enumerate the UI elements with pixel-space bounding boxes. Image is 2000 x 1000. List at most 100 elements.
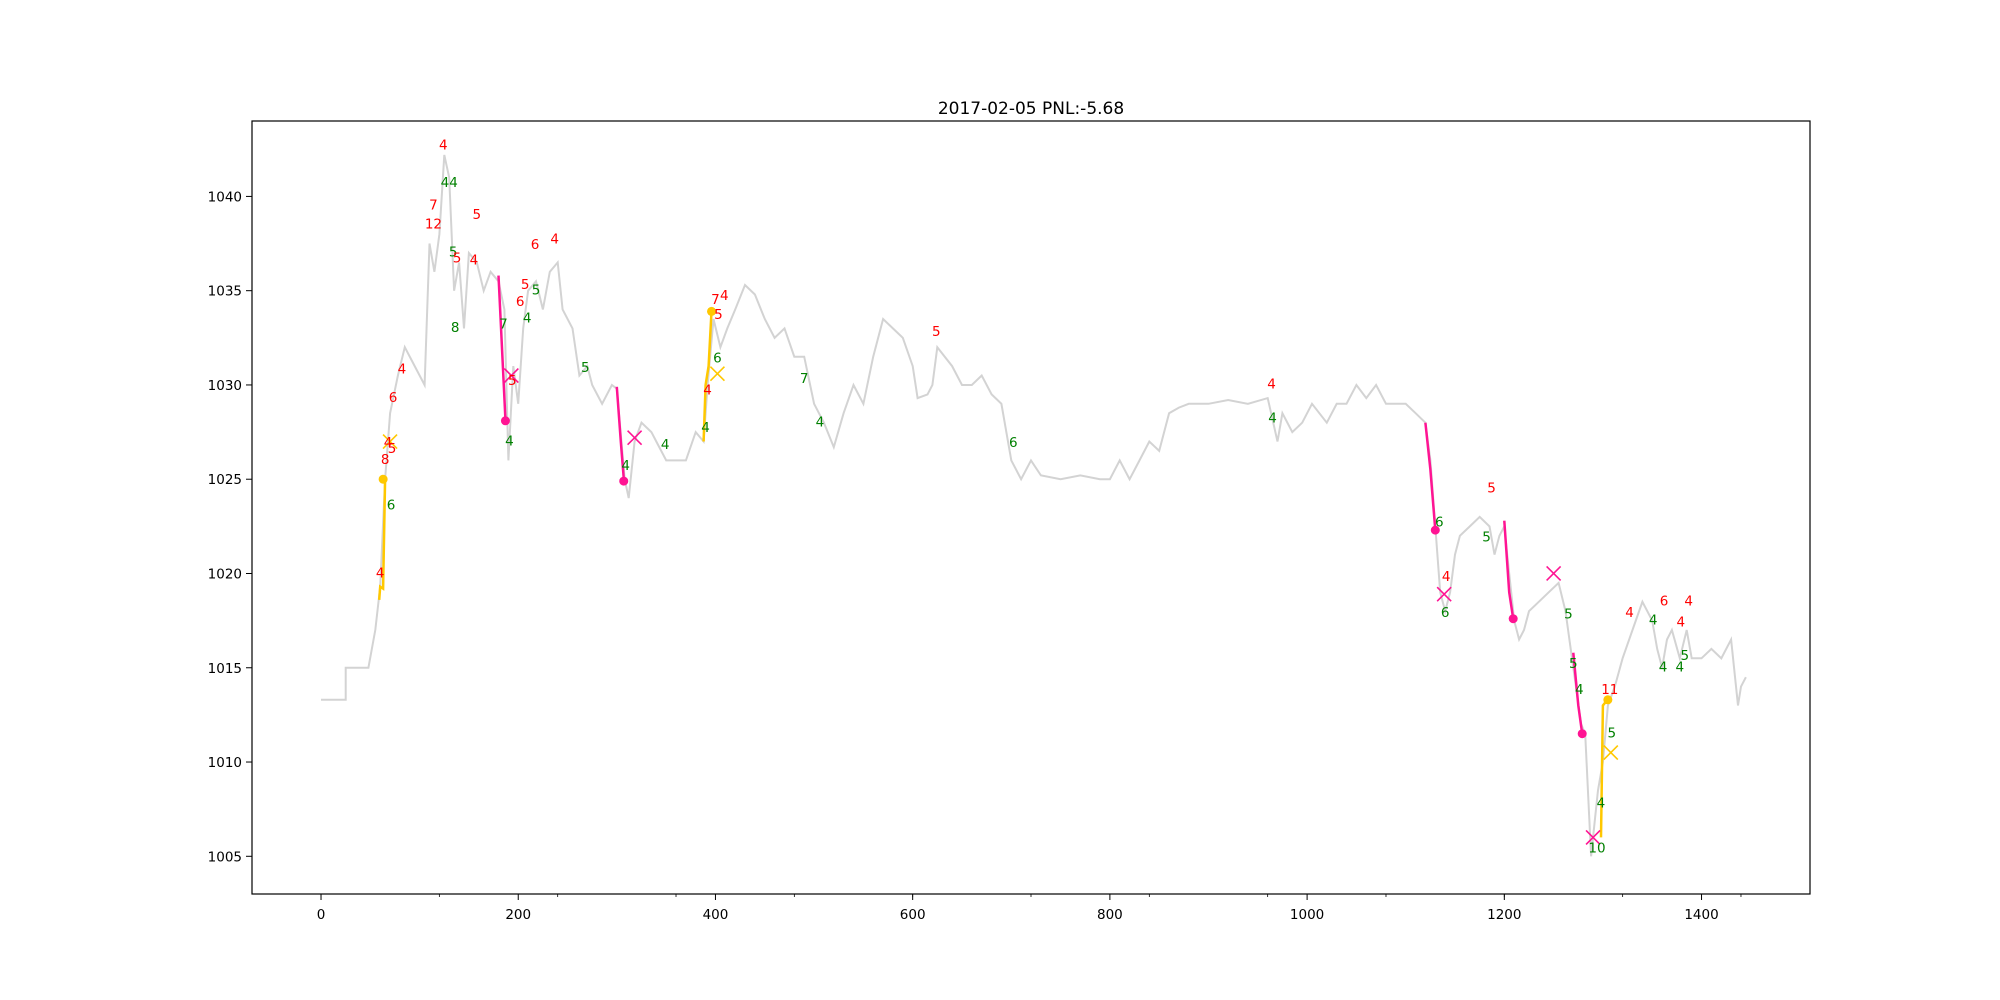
trade-count-label: 7 xyxy=(711,292,720,308)
entry-marker-1 xyxy=(707,306,717,316)
trade-count-label: 7 xyxy=(499,316,508,332)
trade-count-label: 4 xyxy=(1575,682,1584,698)
y-tick-label: 1020 xyxy=(208,566,242,582)
chart-title: 2017-02-05 PNL:-5.68 xyxy=(938,99,1124,119)
x-tick-label: 1200 xyxy=(1487,907,1521,923)
trade-count-label: 8 xyxy=(451,320,460,336)
y-tick-label: 1010 xyxy=(208,755,242,771)
exit-marker-3 xyxy=(503,367,519,384)
trade-count-label: 5 xyxy=(449,245,458,261)
trade-count-label: 5 xyxy=(1487,480,1496,496)
trade-count-label: 4 xyxy=(661,437,670,453)
x-tick-label: 600 xyxy=(900,907,926,923)
y-tick-label: 1015 xyxy=(208,661,242,677)
trade-count-label: 4 xyxy=(505,433,514,449)
entry-marker-2 xyxy=(1603,695,1613,705)
trade-count-label: 44 xyxy=(441,175,458,191)
trade-count-label: 4 xyxy=(523,311,532,327)
exit-marker-2 xyxy=(1603,745,1619,761)
trade-line-7 xyxy=(1503,520,1515,619)
trade-count-label: 5 xyxy=(1564,607,1573,623)
trade-count-label: 4 xyxy=(1597,795,1606,811)
trade-count-label: 6 xyxy=(1009,435,1018,451)
trade-count-label: 10 xyxy=(1588,841,1605,857)
trade-line-8 xyxy=(1572,652,1584,734)
trade-count-label: 5 xyxy=(508,373,517,389)
entry-marker-6 xyxy=(1508,614,1518,624)
trade-count-label: 6 xyxy=(389,390,398,406)
trade-count-label: 4 xyxy=(816,414,825,430)
exit-marker-6 xyxy=(1546,565,1562,582)
exit-marker-5 xyxy=(1436,586,1452,602)
y-tick-label: 1025 xyxy=(208,472,242,488)
trade-count-label: 4 xyxy=(621,458,630,474)
trade-count-label: 4 xyxy=(1442,569,1451,585)
trade-count-label: 5 xyxy=(932,324,941,340)
trade-count-label: 5 xyxy=(1569,656,1578,672)
trade-count-label: 4 xyxy=(720,288,729,304)
entry-marker-4 xyxy=(619,476,629,486)
trade-count-label: 11 xyxy=(1601,682,1618,698)
entry-marker-7 xyxy=(1577,729,1587,739)
trade-count-label: 5 xyxy=(1482,529,1491,545)
x-tick-label: 0 xyxy=(317,907,326,923)
trade-count-label: 4 xyxy=(1676,660,1685,676)
trade-count-label: 6 xyxy=(713,350,722,366)
trade-count-label: 4 xyxy=(439,137,448,153)
trade-count-label: 4 xyxy=(376,565,385,581)
exit-marker-0 xyxy=(382,433,398,450)
trade-count-label: 6 xyxy=(516,294,525,310)
trade-count-label: 7 xyxy=(800,371,809,387)
exit-marker-4 xyxy=(627,430,643,446)
entry-marker-5 xyxy=(1430,525,1440,535)
trade-count-label: 4 xyxy=(703,382,712,398)
trade-line-2 xyxy=(702,311,713,442)
trade-count-label: 8 xyxy=(381,452,390,468)
entry-marker-3 xyxy=(500,416,510,426)
trade-count-label: 4 xyxy=(384,435,393,451)
x-tick-label: 1400 xyxy=(1684,907,1718,923)
y-tick-label: 1005 xyxy=(208,849,242,865)
trade-count-label: 5 xyxy=(532,282,541,298)
exit-marker-7 xyxy=(1585,829,1601,846)
price-line xyxy=(321,154,1747,857)
trade-count-label: 5 xyxy=(581,360,590,376)
trade-count-label: 6 xyxy=(1435,514,1444,530)
trade-count-label: 4 xyxy=(1625,605,1634,621)
trade-count-label: 4 xyxy=(701,420,710,436)
trade-count-label: 6 xyxy=(531,237,540,253)
trade-count-label: 5 xyxy=(521,277,530,293)
x-tick-label: 400 xyxy=(703,907,729,923)
axes: 0 200 400 600 800 1000 1200 1400 1005 1010 1015 102… xyxy=(208,120,1811,923)
trade-count-label: 5 xyxy=(714,307,723,323)
trade-count-label: 5 xyxy=(473,207,482,223)
entry-marker-0 xyxy=(378,474,388,484)
trade-count-label: 5 xyxy=(1608,726,1617,742)
trade-line-5 xyxy=(615,386,626,480)
trade-count-label: 5 xyxy=(388,441,397,457)
trade-count-label: 4 xyxy=(1684,594,1693,610)
trade-line-6 xyxy=(1424,422,1437,531)
y-tick-label: 1035 xyxy=(208,284,242,300)
trade-count-label: 6 xyxy=(387,497,396,513)
y-tick-label: 1030 xyxy=(208,378,242,394)
x-tick-label: 200 xyxy=(505,907,531,923)
trade-count-label: 4 xyxy=(1267,377,1276,393)
trade-count-label: 6 xyxy=(1660,594,1669,610)
trade-count-label: 4 xyxy=(1659,660,1668,676)
trade-count-label: 4 xyxy=(398,362,407,378)
trade-count-label: 5 xyxy=(1680,648,1689,664)
trade-line-4 xyxy=(497,275,507,419)
trade-count-label: 7 xyxy=(429,198,438,214)
trade-count-label: 6 xyxy=(1441,605,1450,621)
x-tick-label: 1000 xyxy=(1290,907,1324,923)
trade-count-label: 4 xyxy=(550,232,559,248)
y-tick-label: 1040 xyxy=(208,189,242,205)
trade-line-1 xyxy=(377,479,387,600)
exit-marker-1 xyxy=(709,366,725,382)
trade-count-label: 4 xyxy=(1268,411,1277,427)
